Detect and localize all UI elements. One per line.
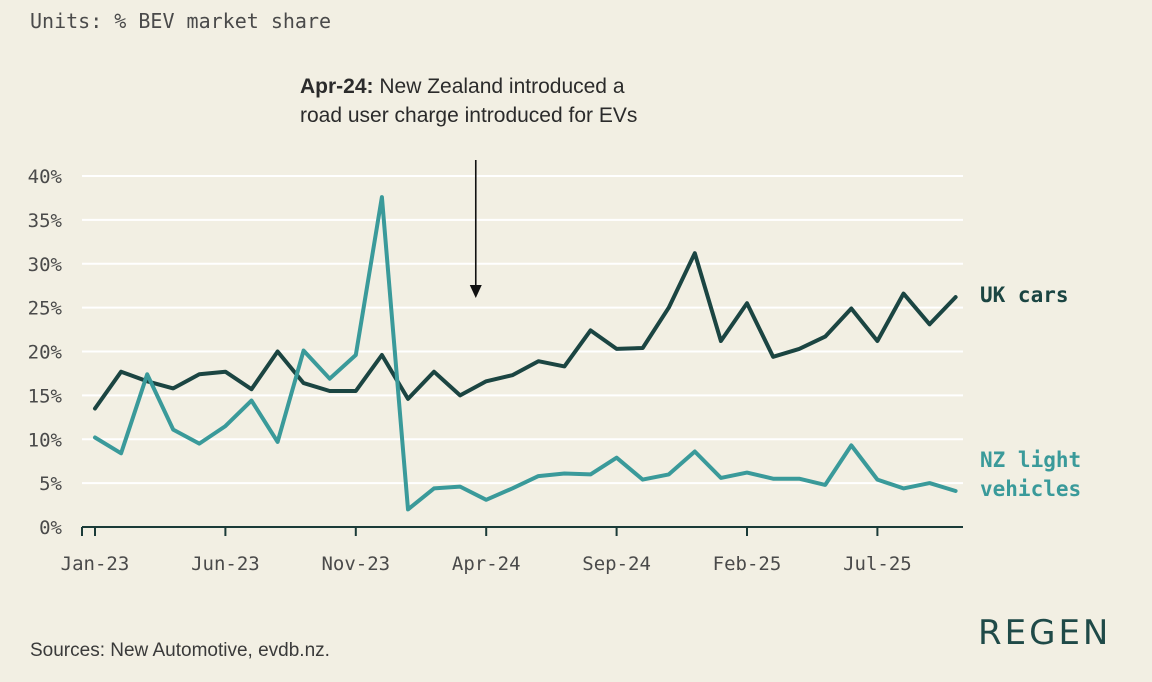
- series-label-nz-light-vehicles: NZ light: [980, 448, 1081, 472]
- units-label: Units: % BEV market share: [30, 9, 332, 33]
- x-tick-label: Jan-23: [61, 553, 130, 575]
- annotation-line2: road user charge introduced for EVs: [300, 104, 638, 127]
- y-tick-label: 5%: [39, 473, 62, 495]
- series-label-uk-cars: UK cars: [980, 283, 1069, 307]
- series-line-uk-cars: [93, 251, 958, 411]
- annotation-text: Apr-24: New Zealand introduced a road us…: [300, 72, 637, 130]
- y-tick-label: 20%: [28, 342, 63, 364]
- annotation-line1: New Zealand introduced a: [373, 75, 625, 98]
- y-tick-label: 10%: [28, 429, 63, 451]
- series-line-nz-light-vehicles: [93, 195, 958, 512]
- sources-note: Sources: New Automotive, evdb.nz.: [30, 640, 330, 661]
- x-tick-label: Sep-24: [582, 553, 651, 575]
- regen-logo: REGEN: [978, 613, 1112, 653]
- y-tick-label: 35%: [28, 210, 63, 232]
- x-tick-label: Jul-25: [843, 553, 912, 575]
- annotation-bold: Apr-24:: [300, 75, 374, 98]
- series-label-nz-light-vehicles: vehicles: [980, 477, 1081, 501]
- x-tick-label: Feb-25: [713, 553, 782, 575]
- y-tick-label: 25%: [28, 298, 63, 320]
- x-tick-label: Nov-23: [321, 553, 390, 575]
- x-tick-label: Apr-24: [452, 553, 521, 575]
- y-tick-label: 40%: [28, 166, 63, 188]
- annotation-arrow-head: [469, 285, 482, 298]
- y-tick-label: 0%: [39, 517, 62, 539]
- y-tick-label: 15%: [28, 385, 63, 407]
- x-tick-label: Jun-23: [191, 553, 260, 575]
- y-tick-label: 30%: [28, 254, 63, 276]
